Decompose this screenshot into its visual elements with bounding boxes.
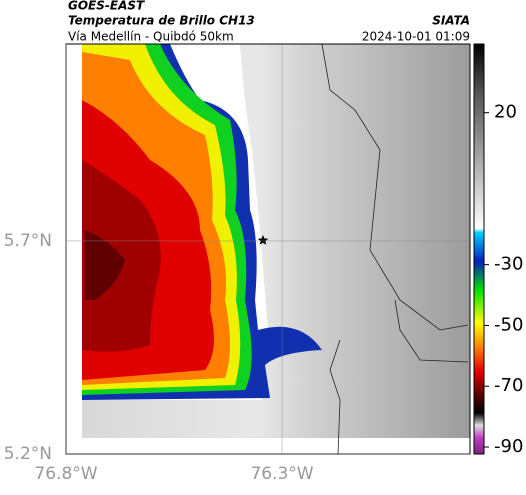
colorbar-tick-label: -70	[494, 375, 523, 396]
title: GOES-EAST	[68, 0, 145, 13]
y-tick-label: 5.7°N	[4, 231, 52, 251]
colorbar-tick-label: -50	[494, 314, 523, 335]
boundary	[321, 43, 469, 455]
cloud-core	[85, 230, 125, 300]
location: Vía Medellín - Quibdó 50km	[68, 30, 234, 44]
location-marker	[257, 235, 269, 245]
colorbar-tick-label: -90	[494, 436, 523, 457]
y-tick-label: 5.2°N	[4, 444, 52, 464]
subtitle: Temperatura de Brillo CH13	[68, 14, 255, 28]
colorbar-tick-label: 20	[494, 102, 517, 123]
map	[65, 43, 471, 455]
source: SIATA	[432, 14, 470, 28]
colorbar-tick-label: -30	[494, 254, 523, 275]
x-tick-label: 76.3°W	[250, 464, 313, 484]
colorbar	[473, 43, 485, 455]
datetime: 2024-10-01 01:09	[362, 30, 470, 44]
x-tick-label: 76.8°W	[34, 464, 97, 484]
